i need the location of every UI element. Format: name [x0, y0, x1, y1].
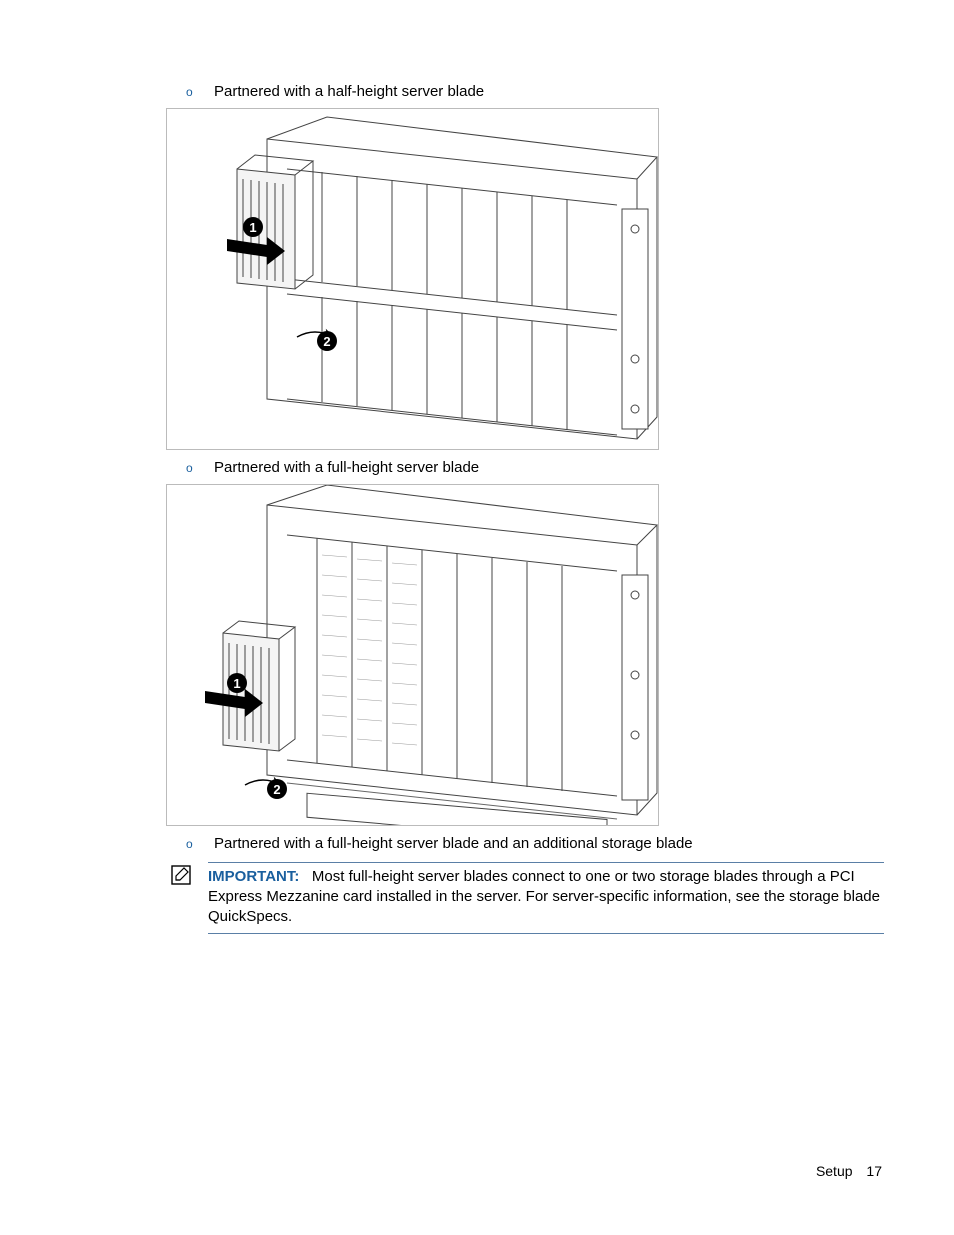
bullet-item: o Partnered with a full-height server bl…: [186, 458, 884, 478]
bullet-marker-icon: o: [186, 834, 196, 854]
important-text: Most full-height server blades connect t…: [208, 868, 880, 925]
callout-2-icon: 2: [317, 331, 337, 351]
important-label: IMPORTANT:: [208, 868, 299, 885]
page-root: o Partnered with a half-height server bl…: [0, 0, 954, 974]
figure-full-height: 1 2: [166, 484, 659, 826]
svg-text:1: 1: [249, 220, 256, 235]
content-column: o Partnered with a half-height server bl…: [70, 82, 884, 934]
callout-1-icon: 1: [243, 217, 263, 237]
chassis-illustration-icon: 1 2: [167, 485, 659, 826]
page-footer: Setup 17: [816, 1163, 882, 1179]
important-note: IMPORTANT: Most full-height server blade…: [166, 862, 884, 934]
bullet-text: Partnered with a half-height server blad…: [214, 82, 484, 102]
bullet-item: o Partnered with a full-height server bl…: [186, 834, 884, 854]
svg-text:2: 2: [323, 334, 330, 349]
bullet-marker-icon: o: [186, 82, 196, 102]
footer-page-number: 17: [866, 1163, 882, 1179]
svg-text:2: 2: [273, 782, 280, 797]
footer-section: Setup: [816, 1163, 853, 1179]
bullet-text: Partnered with a full-height server blad…: [214, 834, 693, 854]
bullet-marker-icon: o: [186, 458, 196, 478]
bullet-item: o Partnered with a half-height server bl…: [186, 82, 884, 102]
note-body: IMPORTANT: Most full-height server blade…: [208, 862, 884, 934]
note-icon-cell: [170, 862, 194, 934]
svg-text:1: 1: [233, 676, 240, 691]
note-pencil-icon: [170, 864, 192, 886]
figure-half-height: 1 2: [166, 108, 659, 450]
bullet-text: Partnered with a full-height server blad…: [214, 458, 479, 478]
callout-1-icon: 1: [227, 673, 247, 693]
callout-2-icon: 2: [267, 779, 287, 799]
chassis-illustration-icon: 1 2: [167, 109, 659, 450]
